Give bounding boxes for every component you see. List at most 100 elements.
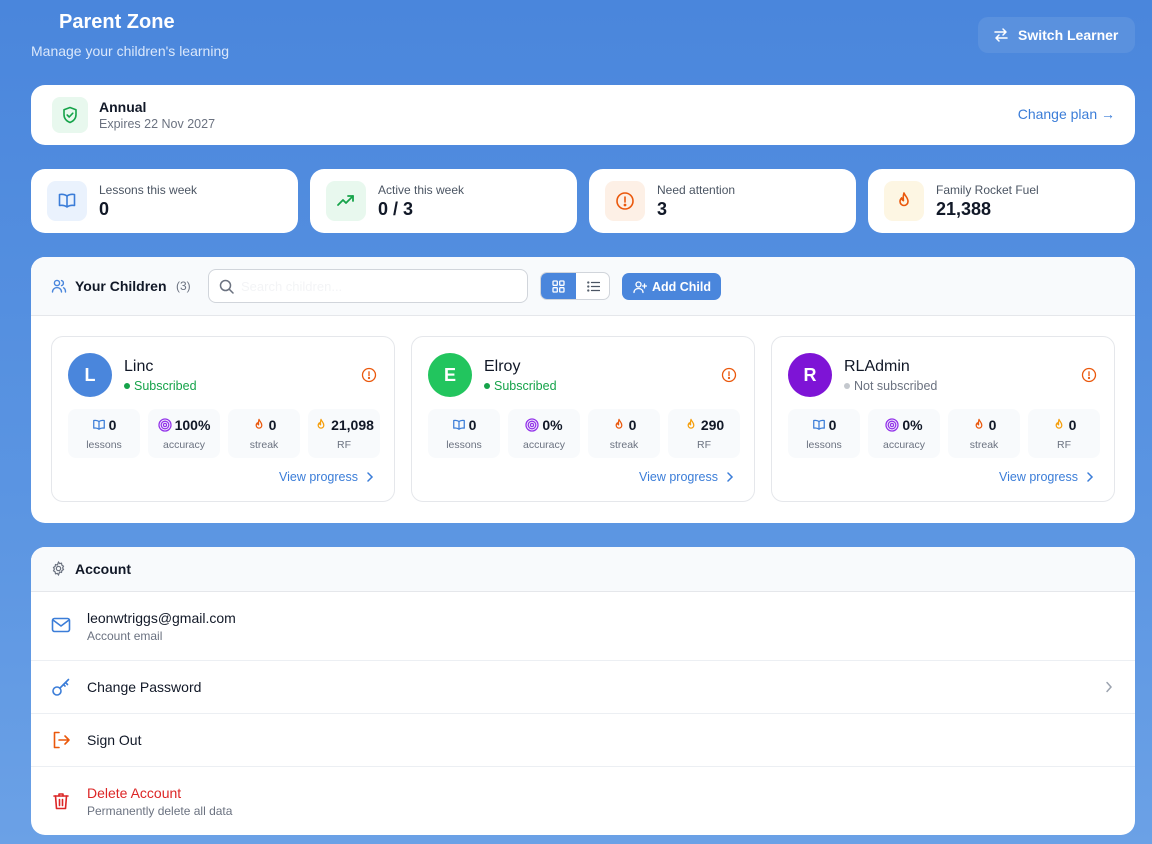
metric-label: accuracy — [882, 439, 925, 451]
plan-expiry: Expires 22 Nov 2027 — [99, 117, 216, 131]
plan-name: Annual — [99, 99, 147, 115]
metric-label: accuracy — [522, 439, 565, 451]
list-icon — [587, 280, 600, 292]
metric-label: streak — [249, 439, 279, 451]
stat-value: 0 / 3 — [378, 199, 414, 219]
metric-value: 0 — [108, 417, 117, 433]
account-section: Account leonwtriggs@gmail.com Account em… — [31, 547, 1135, 835]
delete-account-label: Delete Account — [87, 785, 182, 801]
view-progress-link[interactable]: View progress — [999, 470, 1094, 484]
avatar: L — [68, 353, 112, 397]
grid-icon — [552, 279, 565, 293]
metric-label: RF — [337, 439, 351, 451]
book-icon — [92, 419, 105, 430]
metric-accuracy: 0% accuracy — [868, 409, 940, 458]
stat-value: 3 — [657, 199, 668, 219]
view-progress-label: View progress — [279, 470, 358, 484]
view-progress-label: View progress — [639, 470, 718, 484]
change-password-row[interactable]: Change Password — [31, 661, 1135, 714]
stat-card-lessons: Lessons this week 0 — [31, 169, 298, 233]
metric-lessons: 0 lessons — [788, 409, 860, 458]
account-email-row: leonwtriggs@gmail.com Account email — [31, 592, 1135, 661]
metric-value: 0 — [828, 417, 837, 433]
child-metrics: 0 lessons 0% accuracy 0 streak 290 RF — [428, 409, 740, 459]
sign-out-row[interactable]: Sign Out — [31, 714, 1135, 767]
metric-label: lessons — [86, 439, 122, 451]
page-header: Parent Zone Manage your children's learn… — [0, 0, 1152, 80]
page-title: Parent Zone — [59, 11, 175, 33]
child-card-rladmin: R RLAdmin Not subscribed 0 lessons 0% ac… — [771, 336, 1115, 502]
flame-icon — [615, 418, 623, 429]
view-progress-link[interactable]: View progress — [639, 470, 734, 484]
chevron-right-icon — [1106, 681, 1113, 693]
stat-icon-box — [605, 181, 645, 221]
status-text: Not subscribed — [854, 379, 938, 393]
metric-label: streak — [609, 439, 639, 451]
account-header: Account — [31, 547, 1135, 592]
stat-card-attention: Need attention 3 — [589, 169, 856, 233]
metric-streak: 0 streak — [588, 409, 660, 458]
stat-card-rocket-fuel: Family Rocket Fuel 21,388 — [868, 169, 1135, 233]
child-metrics: 0 lessons 0% accuracy 0 streak 0 RF — [788, 409, 1100, 459]
metric-value: 21,098 — [331, 417, 374, 433]
stat-label: Need attention — [657, 183, 736, 197]
trash-icon — [53, 793, 69, 810]
book-icon — [58, 193, 76, 208]
account-email: leonwtriggs@gmail.com — [87, 610, 236, 626]
metric-label: RF — [1057, 439, 1071, 451]
add-child-button[interactable]: Add Child — [622, 273, 721, 300]
metric-value: 0 — [468, 417, 477, 433]
users-icon — [51, 279, 67, 293]
search-input[interactable] — [241, 276, 521, 296]
child-metrics: 0 lessons 100% accuracy 0 streak 21,098 … — [68, 409, 380, 459]
alert-icon[interactable] — [361, 367, 377, 383]
key-icon — [52, 678, 70, 696]
change-password-label: Change Password — [87, 679, 202, 695]
user-plus-icon — [633, 280, 647, 293]
metric-value: 0 — [1068, 417, 1077, 433]
alert-icon — [616, 192, 634, 210]
swap-arrows-icon — [994, 28, 1008, 42]
child-name: RLAdmin — [844, 358, 910, 375]
status-dot — [844, 383, 850, 389]
view-toggle — [540, 272, 610, 300]
sign-out-label: Sign Out — [87, 732, 142, 748]
flame-icon — [1055, 418, 1063, 429]
chevron-right-icon — [727, 472, 734, 482]
account-email-label: Account email — [87, 629, 163, 643]
metric-lessons: 0 lessons — [68, 409, 140, 458]
alert-icon[interactable] — [721, 367, 737, 383]
alert-icon[interactable] — [1081, 367, 1097, 383]
metric-accuracy: 100% accuracy — [148, 409, 220, 458]
metric-value: 0 — [988, 417, 997, 433]
stat-card-active: Active this week 0 / 3 — [310, 169, 577, 233]
metric-rf: 0 RF — [1028, 409, 1100, 458]
metric-value: 0 — [628, 417, 637, 433]
search-box — [208, 269, 528, 303]
flame-icon — [687, 418, 695, 429]
switch-learner-label: Switch Learner — [1018, 27, 1119, 43]
view-progress-link[interactable]: View progress — [279, 470, 374, 484]
children-count: (3) — [176, 279, 191, 293]
metric-label: accuracy — [162, 439, 205, 451]
child-name: Elroy — [484, 358, 521, 375]
status-dot — [124, 383, 130, 389]
grid-view-button[interactable] — [541, 273, 576, 299]
flame-icon — [899, 192, 909, 207]
delete-account-row[interactable]: Delete Account Permanently delete all da… — [31, 767, 1135, 835]
avatar: R — [788, 353, 832, 397]
metric-value: 290 — [700, 417, 725, 433]
list-view-button[interactable] — [576, 273, 609, 299]
stat-icon-box — [47, 181, 87, 221]
stat-value: 0 — [99, 199, 110, 219]
target-icon — [157, 418, 172, 432]
flame-icon — [975, 418, 983, 429]
search-icon — [219, 279, 234, 294]
metric-label: lessons — [446, 439, 482, 451]
target-icon — [525, 418, 540, 432]
plan-icon-box — [52, 97, 88, 133]
change-plan-link[interactable]: Change plan → — [1017, 106, 1115, 122]
target-icon — [885, 418, 900, 432]
switch-learner-button[interactable]: Switch Learner — [978, 17, 1135, 53]
flame-icon — [317, 418, 325, 429]
